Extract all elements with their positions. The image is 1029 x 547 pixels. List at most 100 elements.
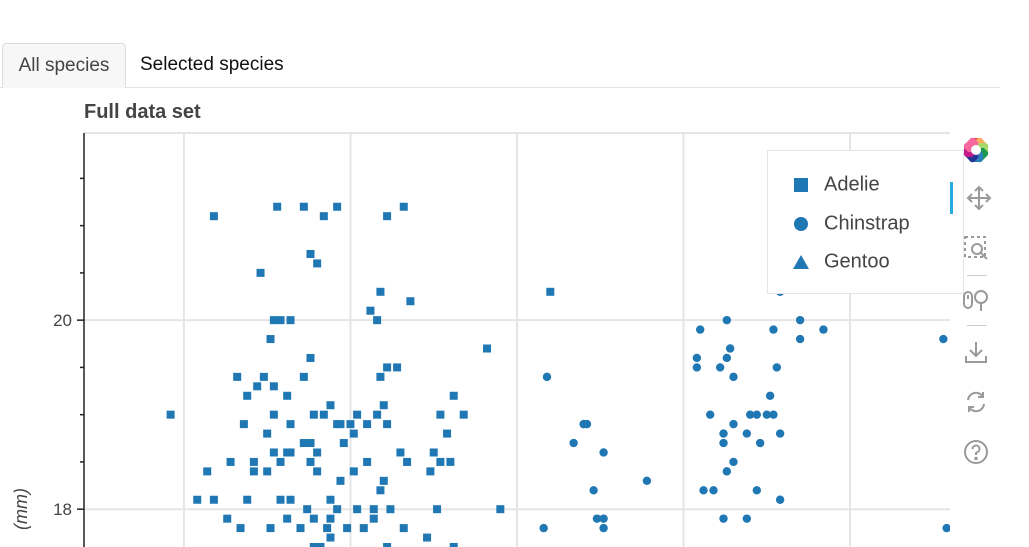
marker-adelie — [546, 287, 555, 296]
help-tool-button[interactable] — [960, 436, 992, 468]
marker-adelie — [256, 268, 265, 277]
marker-adelie — [299, 202, 308, 211]
reset-tool-button[interactable] — [960, 386, 992, 418]
marker-adelie — [376, 287, 385, 296]
marker-chinstrap — [775, 429, 785, 438]
marker-adelie — [369, 505, 378, 514]
triangle-marker-icon — [793, 254, 809, 269]
marker-adelie — [383, 543, 392, 547]
marker-adelie — [269, 382, 278, 391]
marker-adelie — [363, 420, 372, 429]
marker-chinstrap — [719, 429, 728, 438]
bokeh-logo-icon — [963, 137, 989, 163]
marker-chinstrap — [795, 315, 805, 325]
pan-icon — [966, 185, 992, 211]
marker-adelie — [336, 476, 345, 485]
marker-adelie — [359, 524, 368, 533]
marker-chinstrap — [542, 372, 552, 382]
marker-adelie — [283, 391, 292, 400]
marker-adelie — [446, 457, 455, 466]
legend-item-gentoo: Gentoo — [792, 247, 890, 275]
marker-adelie — [483, 344, 492, 353]
marker-adelie — [209, 495, 218, 504]
marker-adelie — [373, 316, 382, 325]
marker-adelie — [269, 316, 278, 325]
marker-adelie — [296, 524, 305, 533]
marker-adelie — [436, 410, 445, 419]
marker-adelie — [299, 372, 308, 381]
marker-adelie — [313, 259, 322, 268]
marker-adelie — [379, 476, 388, 485]
tab-all-species[interactable]: All species — [2, 43, 126, 88]
marker-adelie — [266, 524, 275, 533]
marker-adelie — [399, 202, 408, 211]
marker-chinstrap — [692, 363, 702, 372]
marker-adelie — [226, 457, 235, 466]
marker-chinstrap — [715, 363, 725, 372]
marker-chinstrap — [752, 486, 762, 495]
marker-chinstrap — [599, 523, 608, 533]
marker-adelie — [383, 420, 392, 429]
marker-chinstrap — [729, 372, 738, 382]
marker-adelie — [423, 533, 432, 542]
tab-bar: All species Selected species — [0, 40, 1000, 88]
box-zoom-tool-button[interactable] — [960, 232, 992, 264]
marker-adelie — [286, 448, 295, 457]
save-tool-button[interactable] — [960, 336, 992, 368]
marker-chinstrap — [719, 514, 728, 523]
marker-adelie — [249, 467, 258, 476]
bokeh-logo[interactable] — [960, 134, 992, 166]
plot-toolbar — [950, 128, 1000, 547]
marker-chinstrap — [729, 457, 738, 467]
marker-chinstrap — [725, 344, 735, 353]
marker-adelie — [299, 439, 308, 448]
marker-adelie — [263, 467, 272, 476]
marker-adelie — [353, 505, 362, 514]
marker-adelie — [436, 457, 445, 466]
marker-adelie — [313, 467, 322, 476]
marker-adelie — [429, 448, 438, 457]
marker-adelie — [316, 543, 325, 547]
y-tick-label: 18 — [53, 500, 72, 519]
tab-selected-species[interactable]: Selected species — [140, 54, 284, 75]
wheel-zoom-tool-button[interactable] — [960, 284, 992, 316]
grid-layer — [84, 132, 950, 547]
marker-adelie — [443, 429, 452, 438]
marker-adelie — [306, 249, 315, 258]
marker-chinstrap — [539, 523, 548, 533]
y-tick-label: 20 — [53, 311, 72, 330]
marker-adelie — [309, 543, 318, 547]
marker-chinstrap — [942, 523, 950, 533]
marker-chinstrap — [695, 325, 705, 334]
help-icon — [964, 440, 988, 464]
pan-tool-button[interactable] — [950, 182, 995, 214]
marker-chinstrap — [582, 419, 592, 429]
marker-chinstrap — [705, 410, 715, 419]
marker-chinstrap — [722, 315, 732, 325]
marker-adelie — [306, 439, 315, 448]
marker-adelie — [259, 372, 268, 381]
marker-adelie — [286, 316, 295, 325]
marker-adelie — [376, 486, 385, 495]
marker-chinstrap — [772, 363, 781, 372]
marker-chinstrap — [939, 334, 948, 344]
wheel-zoom-icon — [963, 290, 988, 311]
marker-chinstrap — [769, 410, 778, 419]
y-axis-label: (mm) — [11, 488, 31, 530]
marker-adelie — [339, 439, 348, 448]
marker-adelie — [243, 391, 252, 400]
marker-adelie — [349, 429, 358, 438]
marker-chinstrap — [599, 448, 608, 457]
marker-adelie — [366, 306, 375, 315]
toolbar-divider — [967, 275, 987, 276]
reset-icon — [967, 391, 985, 413]
marker-adelie — [399, 524, 408, 533]
marker-adelie — [369, 514, 378, 523]
marker-chinstrap — [589, 486, 598, 495]
marker-adelie — [269, 448, 278, 457]
marker-chinstrap — [819, 325, 828, 334]
marker-adelie — [396, 448, 405, 457]
marker-adelie — [383, 363, 392, 372]
